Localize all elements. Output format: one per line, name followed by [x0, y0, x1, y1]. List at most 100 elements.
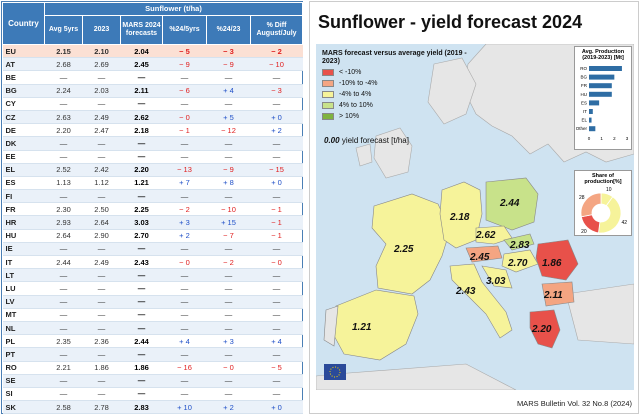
header-avg5: Avg 5yrs — [44, 15, 83, 45]
region-cz — [475, 225, 513, 245]
diff-5yrs-cell: — — [162, 347, 207, 362]
avg5-cell: 2.24 — [44, 84, 83, 98]
avg5-cell: — — [44, 268, 83, 283]
mars-cell: 2.25 — [120, 202, 163, 217]
share-title: Share of production[%] — [584, 173, 622, 185]
diff-aug-jul-cell: — — [250, 387, 303, 402]
diff-23-cell: − 3 — [206, 44, 251, 59]
y2023-cell: — — [82, 321, 121, 336]
avg-production-title: Avg. Production (2019-2023) [Mt] — [581, 49, 625, 61]
country-cell: LV — [2, 295, 45, 309]
region-bg — [541, 281, 575, 307]
country-cell: EU — [2, 44, 45, 59]
bar-label: HU — [581, 92, 588, 97]
y2023-cell: 2.49 — [82, 110, 121, 125]
diff-aug-jul-cell: — — [250, 136, 303, 151]
table-row: RO 2.21 1.86 1.86− 16− 0− 5 — [2, 361, 303, 375]
mars-cell: 2.04 — [120, 44, 163, 59]
mars-cell: — — [120, 387, 163, 402]
legend-label: -4% to 4% — [339, 91, 372, 98]
legend-items: < -10% -10% to -4% -4% to 4% 4% to 10% > 10% — [322, 68, 486, 121]
diff-5yrs-cell: — — [162, 321, 207, 336]
y2023-cell: — — [82, 347, 121, 362]
legend-label: -10% to -4% — [339, 80, 378, 87]
mars-cell: — — [120, 308, 163, 322]
avg5-cell: — — [44, 295, 83, 309]
forecast-unit-line: 0.00 yield forecast [t/ha] — [324, 136, 409, 145]
table-row: HR 2.93 2.64 3.03 + 3 + 15− 1 — [2, 215, 303, 230]
diff-5yrs-cell: + 4 — [162, 334, 207, 349]
diff-aug-jul-cell: — — [250, 374, 303, 388]
y2023-cell: 2.78 — [82, 400, 121, 415]
y2023-cell: — — [82, 136, 121, 151]
diff-23-cell: + 4 — [206, 84, 251, 98]
table-row: DK — — — — — — — [2, 136, 303, 151]
country-cell: NL — [2, 321, 45, 336]
mars-cell: — — [120, 150, 163, 164]
value-cz: 2.62 — [475, 230, 496, 241]
table-row: AT 2.68 2.69 2.45− 9− 9− 10 — [2, 57, 303, 72]
header-diff-23: %24/23 — [206, 15, 251, 45]
country-cell: BG — [2, 84, 45, 98]
table-row: EU 2.15 2.10 2.04− 5− 3− 2 — [2, 44, 303, 59]
country-cell: SE — [2, 374, 45, 388]
diff-23-cell: − 9 — [206, 163, 251, 177]
diff-23-cell: − 2 — [206, 255, 251, 270]
region-ro — [535, 239, 579, 281]
diff-5yrs-cell: — — [162, 150, 207, 164]
avg5-cell: 1.13 — [44, 176, 83, 191]
diff-23-cell: — — [206, 70, 251, 85]
header-country: Country — [2, 2, 45, 45]
legend-item: > 10% — [322, 112, 486, 121]
country-cell: MT — [2, 308, 45, 322]
y2023-cell: 2.47 — [82, 123, 121, 138]
bar-label: RO — [580, 66, 587, 71]
table-row: FI — — — — — — — [2, 189, 303, 204]
mars-cell: — — [120, 295, 163, 309]
diff-5yrs-cell: − 2 — [162, 202, 207, 217]
forecast-sample-value: 0.00 — [324, 136, 340, 145]
y2023-cell: 2.03 — [82, 84, 121, 98]
diff-23-cell: — — [206, 268, 251, 283]
diff-5yrs-cell: − 16 — [162, 361, 207, 375]
diff-5yrs-cell: — — [162, 136, 207, 151]
mars-cell: — — [120, 189, 163, 204]
table-row: SE — — — — — — — [2, 374, 303, 388]
y2023-cell: — — [82, 295, 121, 309]
map-title: Sunflower - yield forecast 2024 — [318, 12, 583, 32]
avg5-cell: 2.35 — [44, 334, 83, 349]
avg5-cell: — — [44, 308, 83, 322]
diff-5yrs-cell: + 3 — [162, 215, 207, 230]
country-cell: EL — [2, 163, 45, 177]
diff-23-cell: — — [206, 136, 251, 151]
donut-label: 20 — [581, 229, 587, 235]
country-cell: CZ — [2, 110, 45, 125]
mars-cell: — — [120, 347, 163, 362]
y2023-cell: — — [82, 374, 121, 388]
y2023-cell: — — [82, 308, 121, 322]
region-hr — [481, 265, 513, 289]
diff-5yrs-cell: − 1 — [162, 123, 207, 138]
legend-item: -4% to 4% — [322, 90, 486, 99]
table-row: BG 2.24 2.03 2.11− 6 + 4− 3 — [2, 84, 303, 98]
country-cell: DK — [2, 136, 45, 151]
diff-23-cell: + 15 — [206, 215, 251, 230]
diff-5yrs-cell: — — [162, 387, 207, 402]
diff-aug-jul-cell: − 1 — [250, 215, 303, 230]
table-row: LU — — — — — — — [2, 281, 303, 296]
region-pl — [485, 177, 539, 231]
legend-title: MARS forecast versus average yield (2019… — [322, 50, 467, 65]
y2023-cell: 2.49 — [82, 255, 121, 270]
diff-5yrs-cell: — — [162, 268, 207, 283]
value-at: 2.45 — [469, 252, 490, 263]
diff-5yrs-cell: − 6 — [162, 84, 207, 98]
diff-5yrs-cell: — — [162, 308, 207, 322]
production-bar — [589, 126, 596, 132]
legend-swatch — [322, 113, 334, 120]
avg5-cell: 2.20 — [44, 123, 83, 138]
europe-map: 1.21 2.25 2.18 2.44 2.62 2.83 2.45 2.70 … — [316, 44, 634, 390]
mars-cell: — — [120, 97, 163, 111]
legend-label: 4% to 10% — [339, 102, 373, 109]
header-2023: 2023 — [82, 15, 121, 45]
